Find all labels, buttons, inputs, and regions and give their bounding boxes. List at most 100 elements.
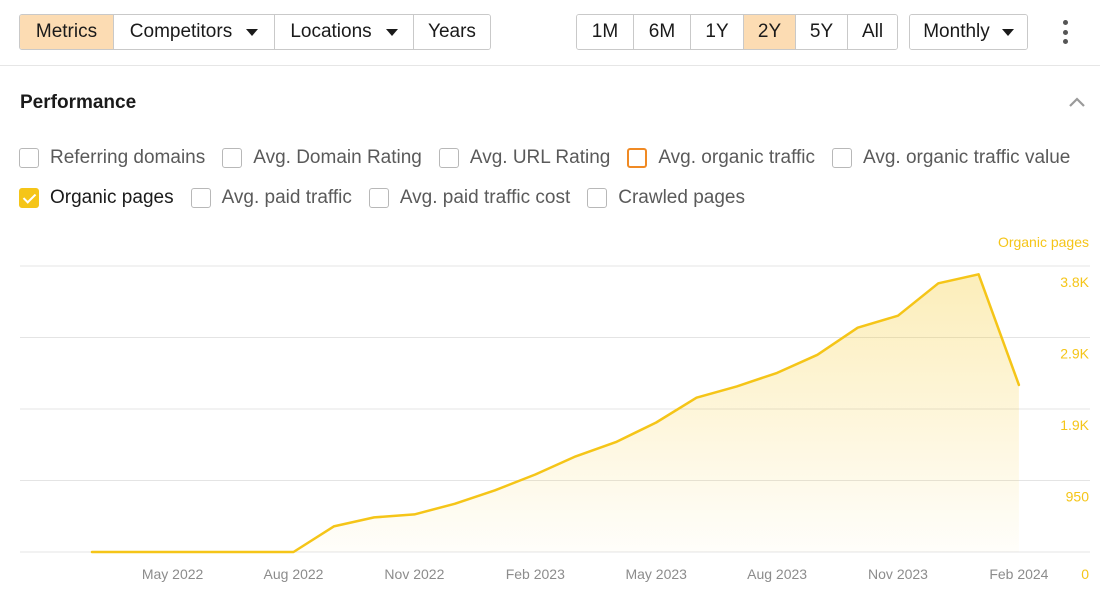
data-point [615,441,617,443]
y-tick-label: 0 [1081,566,1089,582]
data-point [1018,384,1020,386]
data-point [695,397,697,399]
x-tick-label: Feb 2024 [989,566,1048,582]
toolbar: Metrics Competitors Locations Years 1M 6… [0,0,1100,66]
data-point [736,385,738,387]
range-1y-button[interactable]: 1Y [691,15,744,49]
checkbox[interactable] [438,148,459,168]
checkbox[interactable] [19,148,39,168]
y-tick-label: 3.8K [1060,274,1089,290]
x-tick-label: Nov 2023 [868,566,928,582]
data-point [252,551,254,553]
metric-referring-domains[interactable]: Referring domains [19,147,205,169]
y-tick-label: 1.9K [1060,417,1089,433]
range-label: 1M [591,21,619,42]
years-button[interactable]: Years [414,15,490,49]
metric-label: Avg. URL Rating [469,147,611,168]
checkbox-checked[interactable] [19,188,39,208]
competitors-dropdown[interactable]: Competitors [114,15,275,49]
caret-down-icon [385,28,398,36]
chevron-up-icon[interactable] [1068,96,1086,108]
granularity-group: Monthly [909,14,1028,50]
checkbox[interactable] [190,188,211,208]
locations-dropdown[interactable]: Locations [275,15,414,49]
data-point [534,473,536,475]
metric-organic-pages[interactable]: Organic pages [19,187,174,209]
metric-label: Avg. paid traffic cost [399,187,571,208]
range-label: 5Y [809,21,834,42]
range-label: 1Y [705,21,729,42]
checkbox[interactable] [587,188,608,208]
metric-label: Avg. Domain Rating [253,147,422,168]
data-point [977,273,979,275]
metric-toggle-row: Organic pages Avg. paid traffic Avg. pai… [19,185,762,211]
range-label: All [861,21,884,42]
granularity-dropdown[interactable]: Monthly [910,15,1027,49]
filter-button-group: Metrics Competitors Locations Years [19,14,491,50]
data-point [91,551,93,553]
data-point [937,282,939,284]
data-point [131,551,133,553]
metric-label: Avg. organic traffic value [863,147,1071,168]
data-point [454,503,456,505]
competitors-dropdown-label: Competitors [129,21,233,42]
caret-down-icon [246,28,259,36]
organic-pages-chart: 0 950 1.9K 2.9K 3.8K May 2022 Aug 2022 Nov 2022… [20,234,1090,582]
data-point [574,455,576,457]
metric-avg-paid-traffic[interactable]: Avg. paid traffic [190,187,352,209]
checkbox[interactable] [222,148,243,168]
range-2y-button[interactable]: 2Y [744,15,796,49]
years-button-label: Years [428,21,476,42]
x-tick-label: Aug 2022 [264,566,324,582]
checkbox[interactable] [832,148,853,168]
metric-avg-paid-traffic-cost[interactable]: Avg. paid traffic cost [368,187,571,209]
x-tick-label: Aug 2023 [747,566,807,582]
data-point [897,315,899,317]
range-label: 6M [648,21,676,42]
metric-avg-url-rating[interactable]: Avg. URL Rating [438,147,611,169]
range-6m-button[interactable]: 6M [634,15,691,49]
metric-avg-organic-traffic-value[interactable]: Avg. organic traffic value [832,147,1070,169]
series-area [92,274,1019,552]
data-point [212,551,214,553]
data-point [857,327,859,329]
series-line [90,273,1021,554]
caret-down-icon [1001,28,1014,36]
metrics-button[interactable]: Metrics [20,15,114,49]
metric-label: Avg. organic traffic [658,147,816,168]
data-point [816,354,818,356]
x-tick-label: May 2023 [625,566,687,582]
y-tick-label: 2.9K [1060,346,1089,362]
x-tick-label: Feb 2023 [506,566,565,582]
data-point [333,525,335,527]
metric-avg-domain-rating[interactable]: Avg. Domain Rating [222,147,422,169]
range-button-group: 1M 6M 1Y 2Y 5Y All [576,14,898,50]
data-point [655,421,657,423]
checkbox[interactable] [368,188,389,208]
locations-dropdown-label: Locations [290,21,372,42]
metric-crawled-pages[interactable]: Crawled pages [587,187,745,209]
range-label: 2Y [757,21,782,42]
data-point [413,513,415,515]
data-point [171,551,173,553]
x-tick-label: May 2022 [142,566,204,582]
metric-label: Crawled pages [618,187,745,208]
metric-label: Referring domains [50,147,206,168]
series-axis-label: Organic pages [998,234,1089,250]
metrics-button-label: Metrics [35,21,98,42]
range-1m-button[interactable]: 1M [577,15,634,49]
kebab-icon[interactable] [1058,20,1072,44]
granularity-label: Monthly [923,21,990,42]
metric-toggle-row: Referring domains Avg. Domain Rating Avg… [19,145,1087,171]
metric-avg-organic-traffic[interactable]: Avg. organic traffic [627,147,815,169]
y-tick-label: 950 [1066,489,1090,505]
x-tick-label: Nov 2022 [384,566,444,582]
range-all-button[interactable]: All [848,15,897,49]
data-point [373,516,375,518]
checkbox[interactable] [627,148,648,168]
data-point [776,372,778,374]
range-5y-button[interactable]: 5Y [796,15,848,49]
metric-label: Avg. paid traffic [221,187,352,208]
data-point [292,551,294,553]
data-point [494,489,496,491]
